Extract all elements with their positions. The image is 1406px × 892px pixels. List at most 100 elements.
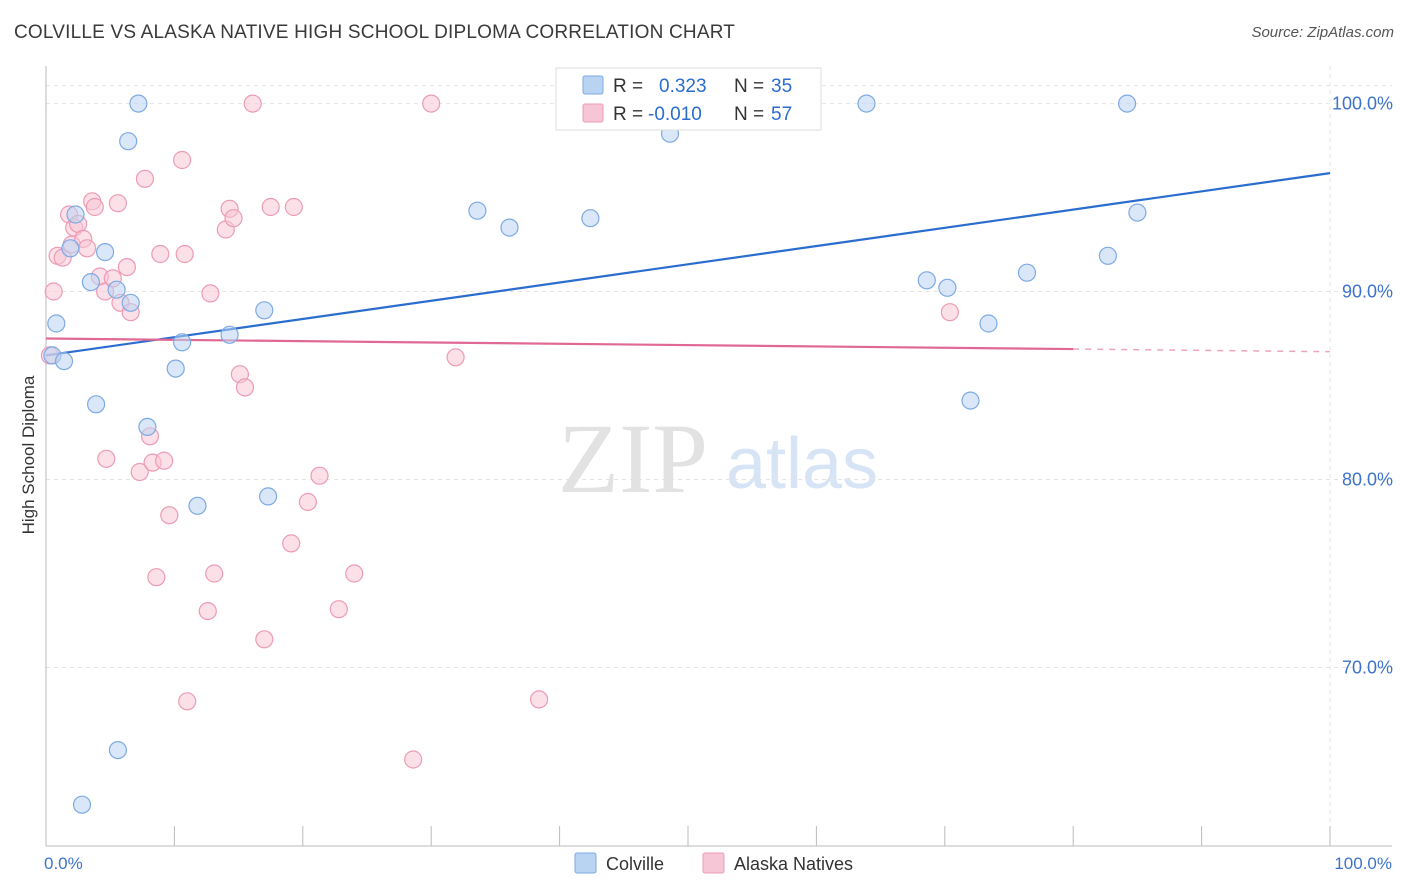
point-alaska <box>155 451 174 470</box>
bottom-legend: Colville Alaska Natives <box>574 852 853 874</box>
point-colville <box>1017 263 1037 282</box>
legend-n-label-colville: N = <box>734 76 764 97</box>
trend-line-alaska <box>45 337 1074 351</box>
point-alaska <box>160 506 179 525</box>
point-alaska <box>135 169 154 188</box>
point-colville <box>86 395 106 414</box>
point-alaska <box>940 303 960 322</box>
legend-r-label-colville: R = <box>613 76 643 97</box>
point-colville <box>138 417 157 436</box>
point-colville <box>54 352 74 371</box>
legend-n-value-alaska: 57 <box>771 104 792 125</box>
point-colville <box>108 740 128 760</box>
point-colville <box>119 132 138 151</box>
y-tick-label: 70.0% <box>1342 657 1393 677</box>
point-alaska <box>97 449 116 468</box>
legend: R = 0.323 N = 35 R = -0.010 N = 57 <box>555 67 822 131</box>
point-colville <box>581 209 600 228</box>
point-colville <box>129 94 148 113</box>
point-alaska <box>422 94 441 113</box>
point-colville <box>121 293 140 312</box>
point-colville <box>188 496 207 515</box>
legend-swatch-alaska <box>582 103 604 123</box>
legend-n-value-colville: 35 <box>771 76 792 97</box>
point-colville <box>66 205 85 224</box>
point-alaska <box>261 197 280 217</box>
point-alaska <box>446 348 465 367</box>
point-colville <box>938 278 957 297</box>
legend-r-value-alaska: -0.010 <box>648 104 702 125</box>
point-alaska <box>130 462 149 482</box>
y-axis-title: High School Diploma <box>19 375 38 534</box>
point-alaska <box>235 378 255 397</box>
point-alaska <box>85 197 104 217</box>
point-alaska <box>298 492 317 512</box>
axes <box>45 66 1392 847</box>
point-alaska <box>77 239 97 258</box>
bottom-legend-label-alaska: Alaska Natives <box>734 854 853 874</box>
y-tick-label: 90.0% <box>1342 282 1393 302</box>
point-alaska <box>404 750 423 769</box>
point-colville <box>1117 94 1137 113</box>
point-colville <box>166 359 185 378</box>
source-label: Source: ZipAtlas.com <box>1251 24 1394 41</box>
data-points <box>40 94 1147 814</box>
bottom-legend-label-colville: Colville <box>606 854 664 874</box>
point-alaska <box>529 690 549 709</box>
point-alaska <box>282 534 301 553</box>
bottom-legend-swatch-colville <box>574 852 597 874</box>
gridlines: 70.0% 80.0% 90.0% 100.0% <box>46 66 1393 846</box>
point-colville <box>1098 246 1118 265</box>
point-colville <box>72 795 92 814</box>
bottom-legend-swatch-alaska <box>702 852 725 874</box>
x-tick-label-min: 0.0% <box>44 854 83 873</box>
point-alaska <box>345 564 364 583</box>
x-tick-label-max: 100.0% <box>1334 854 1392 873</box>
point-colville <box>917 271 936 290</box>
point-alaska <box>284 197 303 217</box>
trend-line-dashed-alaska <box>1073 348 1331 353</box>
point-alaska <box>255 630 274 649</box>
trend-lines <box>45 172 1331 357</box>
point-colville <box>961 391 980 410</box>
point-colville <box>468 201 487 220</box>
legend-n-label-alaska: N = <box>734 104 764 125</box>
point-colville <box>47 314 66 333</box>
point-alaska <box>201 284 220 303</box>
point-colville <box>500 218 519 237</box>
point-colville <box>259 487 278 506</box>
point-colville <box>107 280 126 299</box>
point-alaska <box>108 194 128 213</box>
point-colville <box>255 301 274 320</box>
chart-title: COLVILLE VS ALASKA NATIVE HIGH SCHOOL DI… <box>14 22 736 43</box>
legend-r-value-colville: 0.323 <box>659 76 707 97</box>
y-tick-label: 80.0% <box>1342 469 1393 489</box>
point-colville <box>81 273 101 292</box>
y-tick-label: 100.0% <box>1332 94 1393 114</box>
point-alaska <box>310 466 329 485</box>
point-alaska <box>178 692 197 711</box>
point-alaska <box>147 568 166 587</box>
watermark-atlas: atlas <box>726 424 878 504</box>
point-colville <box>61 239 80 258</box>
point-colville <box>857 94 876 113</box>
point-alaska <box>151 244 170 264</box>
point-alaska <box>44 282 63 301</box>
point-alaska <box>173 150 192 170</box>
point-colville <box>173 333 192 352</box>
point-alaska <box>205 564 224 583</box>
point-alaska <box>224 209 243 228</box>
point-colville <box>95 243 115 262</box>
trend-line-colville <box>45 172 1331 357</box>
point-colville <box>220 325 239 344</box>
watermark-zip: ZIP <box>558 403 708 514</box>
point-colville <box>1128 203 1147 222</box>
point-alaska <box>198 601 217 621</box>
legend-swatch-colville <box>582 75 604 95</box>
point-alaska <box>175 244 194 264</box>
point-alaska <box>243 94 262 113</box>
point-colville <box>979 314 998 333</box>
point-alaska <box>329 600 348 619</box>
legend-r-label-alaska: R = <box>613 104 643 125</box>
